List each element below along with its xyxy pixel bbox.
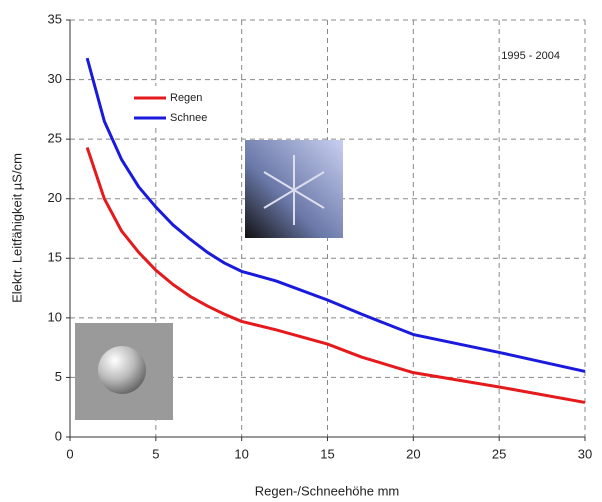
x-tick-label: 0	[66, 446, 73, 461]
y-tick-label: 25	[48, 131, 62, 146]
y-tick-label: 5	[55, 369, 62, 384]
x-tick-label: 15	[320, 446, 334, 461]
line-series	[85, 57, 586, 373]
y-tick-label: 30	[48, 71, 62, 86]
y-tick-label: 20	[48, 190, 62, 205]
legend	[128, 86, 224, 128]
y-tick-label: 10	[48, 309, 62, 324]
x-tick-label: 25	[492, 446, 506, 461]
legend-label: Schnee	[170, 112, 207, 124]
drop-shape	[98, 346, 146, 394]
snowflake-shape	[263, 155, 325, 225]
legend-label: Regen	[170, 92, 202, 104]
y-tick-label: 35	[48, 11, 62, 26]
x-axis-title: Regen-/Schneehöhe mm	[255, 483, 400, 498]
y-axis-title: Elektr. Leitfähigkeit µS/cm	[9, 153, 24, 303]
y-tick-label: 15	[48, 250, 62, 265]
x-tick-label: 20	[406, 446, 420, 461]
x-tick-label: 30	[578, 446, 592, 461]
y-tick-label: 0	[55, 428, 62, 443]
x-tick-label: 10	[234, 446, 248, 461]
annotation: 1995 - 2004	[501, 50, 560, 62]
line-series	[85, 147, 586, 404]
x-tick-label: 5	[152, 446, 159, 461]
